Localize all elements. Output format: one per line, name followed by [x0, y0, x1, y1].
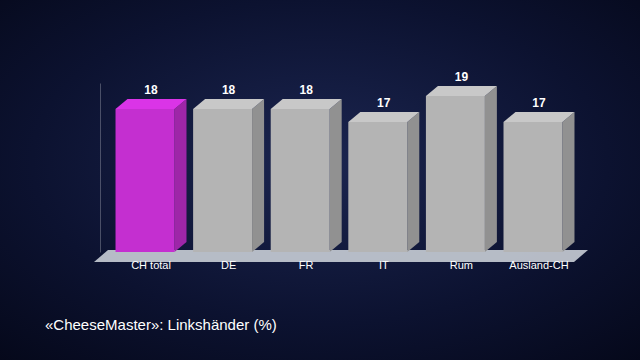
- bar: [116, 109, 175, 252]
- bar-side: [252, 99, 264, 252]
- bar: [348, 122, 407, 252]
- data-label: 18: [300, 83, 314, 97]
- x-tick-label: Ausland-CH: [509, 259, 568, 271]
- data-label: 18: [144, 83, 158, 97]
- bar-top: [426, 86, 497, 96]
- x-tick-label: FR: [299, 259, 314, 271]
- x-tick-label: Rum: [450, 259, 473, 271]
- bar-group: [348, 112, 419, 252]
- bar-group: [426, 86, 497, 252]
- x-tick: IT: [379, 256, 389, 271]
- x-tick-label: DE: [221, 259, 236, 271]
- x-tick: DE: [221, 256, 236, 271]
- x-tick: Ausland-CH: [509, 256, 568, 271]
- bar-side: [407, 112, 419, 252]
- x-tick: Rum: [450, 256, 473, 271]
- title: «CheeseMaster»: Linkshänder (%): [45, 316, 277, 333]
- data-label: 17: [377, 96, 391, 110]
- chart: 18 18 18 17 19 17 CH total DE FR IT Rum Ausland-CH «…: [0, 0, 640, 360]
- x-axis-line: [107, 256, 585, 257]
- x-tick: FR: [299, 256, 314, 271]
- bar-top: [116, 99, 187, 109]
- bar-side: [562, 112, 574, 252]
- bar-group: [271, 99, 342, 252]
- data-label: 17: [532, 96, 546, 110]
- bar-group: [116, 99, 187, 252]
- bar-top: [504, 112, 575, 122]
- bar-side: [485, 86, 497, 252]
- bars: [116, 86, 575, 252]
- y-axis: [100, 84, 101, 253]
- x-tick-label: CH total: [131, 259, 171, 271]
- x-tick: CH total: [131, 256, 171, 271]
- data-labels: 18 18 18 17 19 17: [144, 70, 546, 110]
- data-label: 18: [222, 83, 236, 97]
- bar: [271, 109, 330, 252]
- bar-top: [193, 99, 264, 109]
- x-tick-label: IT: [379, 259, 389, 271]
- background: [0, 0, 640, 360]
- y-axis-line: [100, 84, 101, 253]
- bar: [504, 122, 563, 252]
- x-axis: CH total DE FR IT Rum Ausland-CH: [107, 256, 585, 271]
- bar: [193, 109, 252, 252]
- bar: [426, 96, 485, 252]
- data-label: 19: [455, 70, 469, 84]
- bar-top: [271, 99, 342, 109]
- bar-group: [193, 99, 264, 252]
- bar-side: [330, 99, 342, 252]
- bar-top: [348, 112, 419, 122]
- bar-side: [174, 99, 186, 252]
- bar-group: [504, 112, 575, 252]
